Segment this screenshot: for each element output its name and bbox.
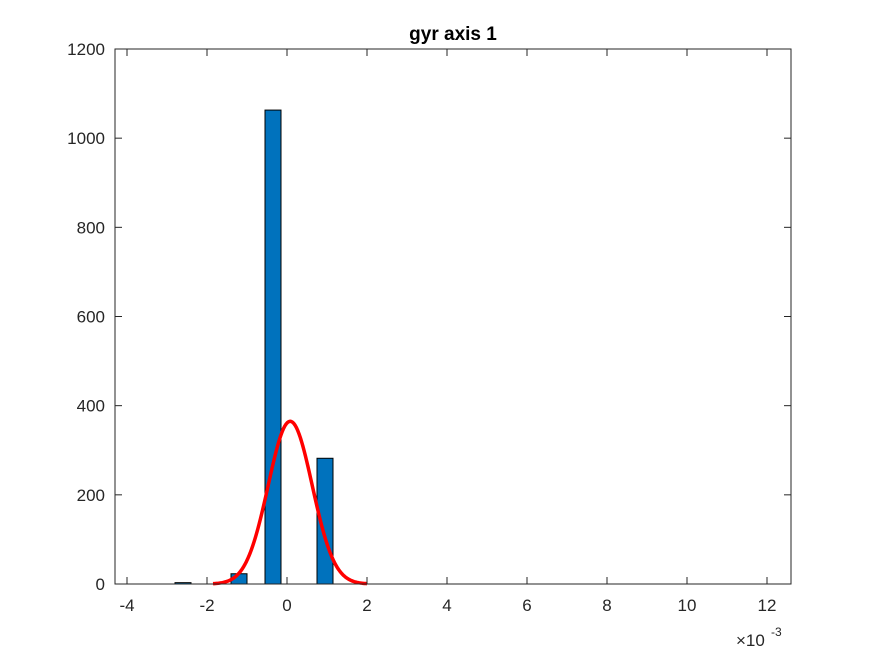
plot-background	[115, 49, 791, 584]
fit-curve-layer	[212, 419, 368, 586]
chart-title: gyr axis 1	[409, 24, 497, 45]
x-tick-label: -4	[119, 596, 134, 615]
axes-layer: -4 -2 0 2 4 6 8 10 12 0 200 400 600 800 1000 1200	[67, 40, 792, 615]
x-tick-label: 10	[678, 596, 697, 615]
x-exponent-label: ×10 -3	[736, 625, 782, 650]
y-tick-label: 400	[77, 397, 105, 416]
y-tick-label: 1000	[67, 129, 105, 148]
x-tick-label: 6	[522, 596, 531, 615]
x-tick-label: -2	[199, 596, 214, 615]
plot-area	[115, 49, 791, 584]
histogram-bar	[264, 109, 282, 585]
x-exponent-power: -3	[771, 625, 782, 639]
x-tick-label: 2	[362, 596, 371, 615]
y-tick-label: 1200	[67, 40, 105, 59]
x-tick-label: 4	[442, 596, 451, 615]
y-tick-label: 200	[77, 486, 105, 505]
x-tick-label: 12	[758, 596, 777, 615]
x-tick-label: 0	[282, 596, 291, 615]
y-tick-label: 0	[96, 575, 105, 594]
x-exponent-base: ×10	[736, 631, 765, 650]
x-tick-label: 8	[602, 596, 611, 615]
fit-curve-line	[212, 419, 368, 586]
y-tick-label: 600	[77, 308, 105, 327]
y-tick-label: 800	[77, 218, 105, 237]
